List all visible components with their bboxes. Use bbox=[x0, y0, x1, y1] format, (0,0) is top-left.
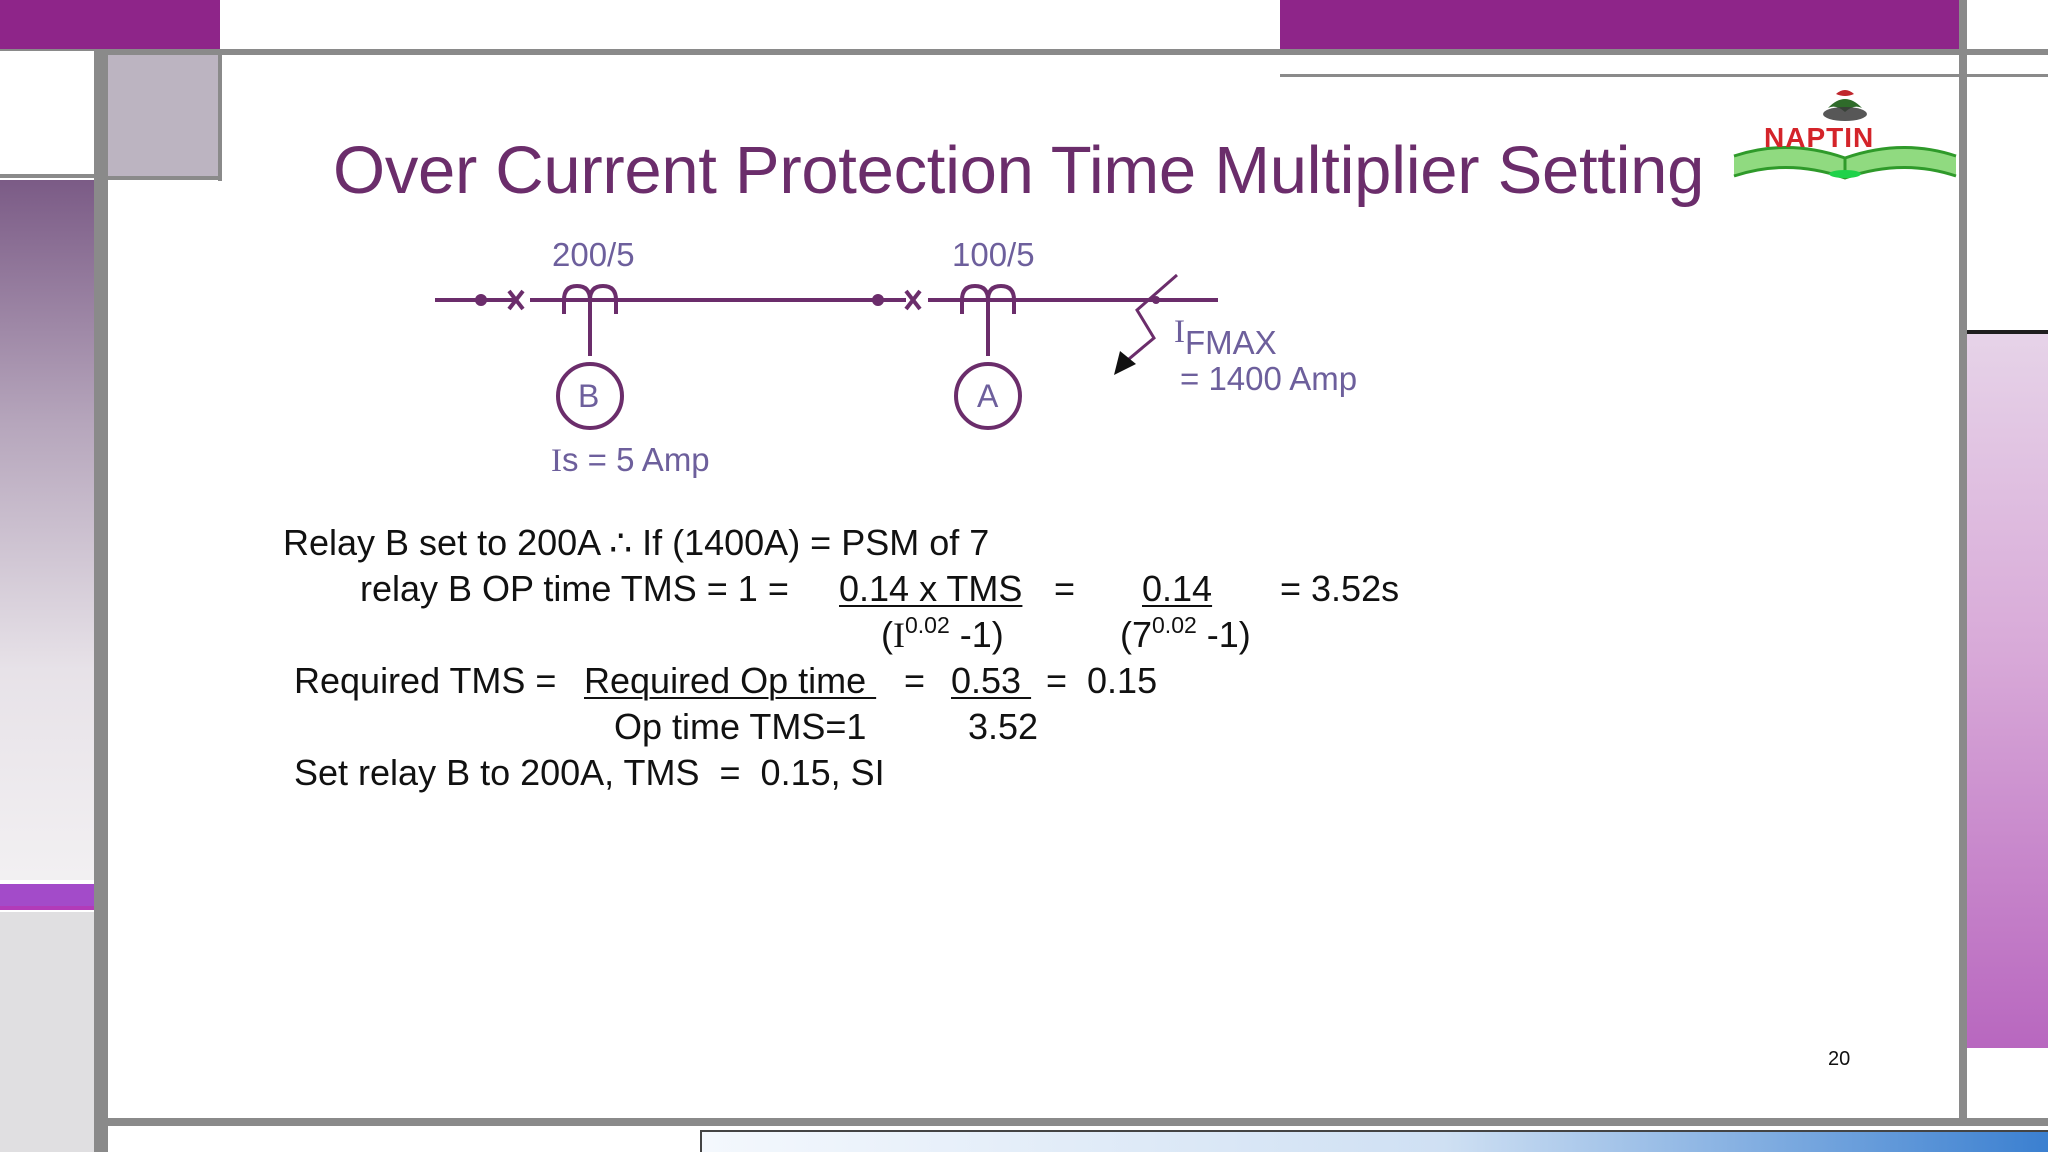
left-bottom-panel bbox=[0, 912, 94, 1152]
relay-a-circle bbox=[954, 362, 1022, 430]
grey-square-bottom-rule bbox=[108, 176, 222, 180]
equation-equals-2: = bbox=[894, 660, 936, 701]
ct-a-ratio-label: 100/5 bbox=[952, 236, 1035, 273]
slide-title: Over Current Protection Time Multiplier … bbox=[333, 133, 1705, 208]
left-column-rule bbox=[94, 51, 108, 1152]
equation-denominator-2: (70.02 -1) bbox=[1120, 612, 1251, 656]
grey-square-right-rule bbox=[218, 55, 222, 181]
equation-line-6: Set relay B to 200A, TMS = 0.15, SI bbox=[294, 752, 885, 793]
fault-current-label: IFMAX bbox=[1174, 312, 1277, 361]
ct-a-symbol bbox=[960, 283, 1016, 356]
left-top-box bbox=[0, 51, 94, 177]
equation-tms-result: = 0.15 bbox=[1036, 660, 1158, 701]
left-box-divider bbox=[0, 174, 94, 178]
logo-eagle-icon bbox=[1823, 90, 1867, 121]
single-line-diagram bbox=[435, 273, 1218, 430]
top-right-accent-bar bbox=[1280, 0, 1959, 51]
fault-arrow-icon bbox=[1114, 273, 1178, 375]
logo-book-icon bbox=[1733, 145, 1957, 180]
page-number: 20 bbox=[1828, 1048, 1851, 1070]
equation-numerator-2: 0.14 bbox=[1142, 568, 1213, 609]
ct-b-ratio-label: 200/5 bbox=[552, 236, 635, 273]
grey-corner-square bbox=[108, 55, 220, 177]
top-rule bbox=[0, 49, 2048, 55]
setting-current-label: Is = 5 Amp bbox=[551, 441, 710, 480]
equation-line-4-prefix: Required TMS = bbox=[294, 660, 557, 701]
relay-a-label: A bbox=[977, 378, 999, 414]
is-symbol: I bbox=[551, 443, 562, 479]
relay-b-label: B bbox=[578, 378, 600, 414]
relay-b-circle bbox=[556, 362, 624, 430]
is-label: s = 5 Amp bbox=[562, 441, 710, 478]
logo-text: NAPTIN bbox=[1764, 122, 1875, 153]
right-divider bbox=[1967, 330, 2048, 334]
equation-required-value: 0.53 bbox=[951, 660, 1032, 701]
left-purple-line bbox=[0, 906, 104, 910]
bottom-gradient-bar bbox=[700, 1130, 2048, 1152]
left-purple-accent bbox=[0, 884, 104, 906]
equation-required-op-time: Required Op time bbox=[584, 660, 877, 701]
ct-b-symbol bbox=[562, 283, 618, 356]
equation-result-op-time: = 3.52s bbox=[1280, 568, 1400, 609]
equation-line-1: Relay B set to 200A ∴ If (1400A) = PSM o… bbox=[283, 522, 990, 563]
right-column-rule bbox=[1959, 0, 1967, 1125]
right-gradient-panel bbox=[1967, 334, 2048, 1048]
equation-line-2-prefix: relay B OP time TMS = 1 = bbox=[360, 568, 789, 609]
top-left-accent-bar bbox=[0, 0, 220, 51]
breaker-a-cross-2 bbox=[904, 289, 922, 311]
equation-denominator-value: 3.52 bbox=[968, 706, 1039, 747]
fault-current-value: = 1400 Amp bbox=[1180, 360, 1358, 397]
equation-numerator-1: 0.14 x TMS bbox=[839, 568, 1023, 609]
fault-subscript: FMAX bbox=[1185, 324, 1277, 361]
fault-symbol: I bbox=[1174, 314, 1185, 350]
equation-equals-1: = bbox=[1054, 568, 1076, 609]
left-gradient-panel bbox=[0, 180, 94, 880]
top-right-thin-rule bbox=[1280, 74, 2048, 77]
bottom-rule bbox=[108, 1118, 2048, 1126]
equation-denominator-op-time: Op time TMS=1 bbox=[614, 706, 867, 747]
breaker-b-cross-2 bbox=[507, 289, 525, 311]
equation-denominator-1: (I0.02 -1) bbox=[881, 612, 1004, 656]
naptin-logo bbox=[1733, 90, 1957, 180]
